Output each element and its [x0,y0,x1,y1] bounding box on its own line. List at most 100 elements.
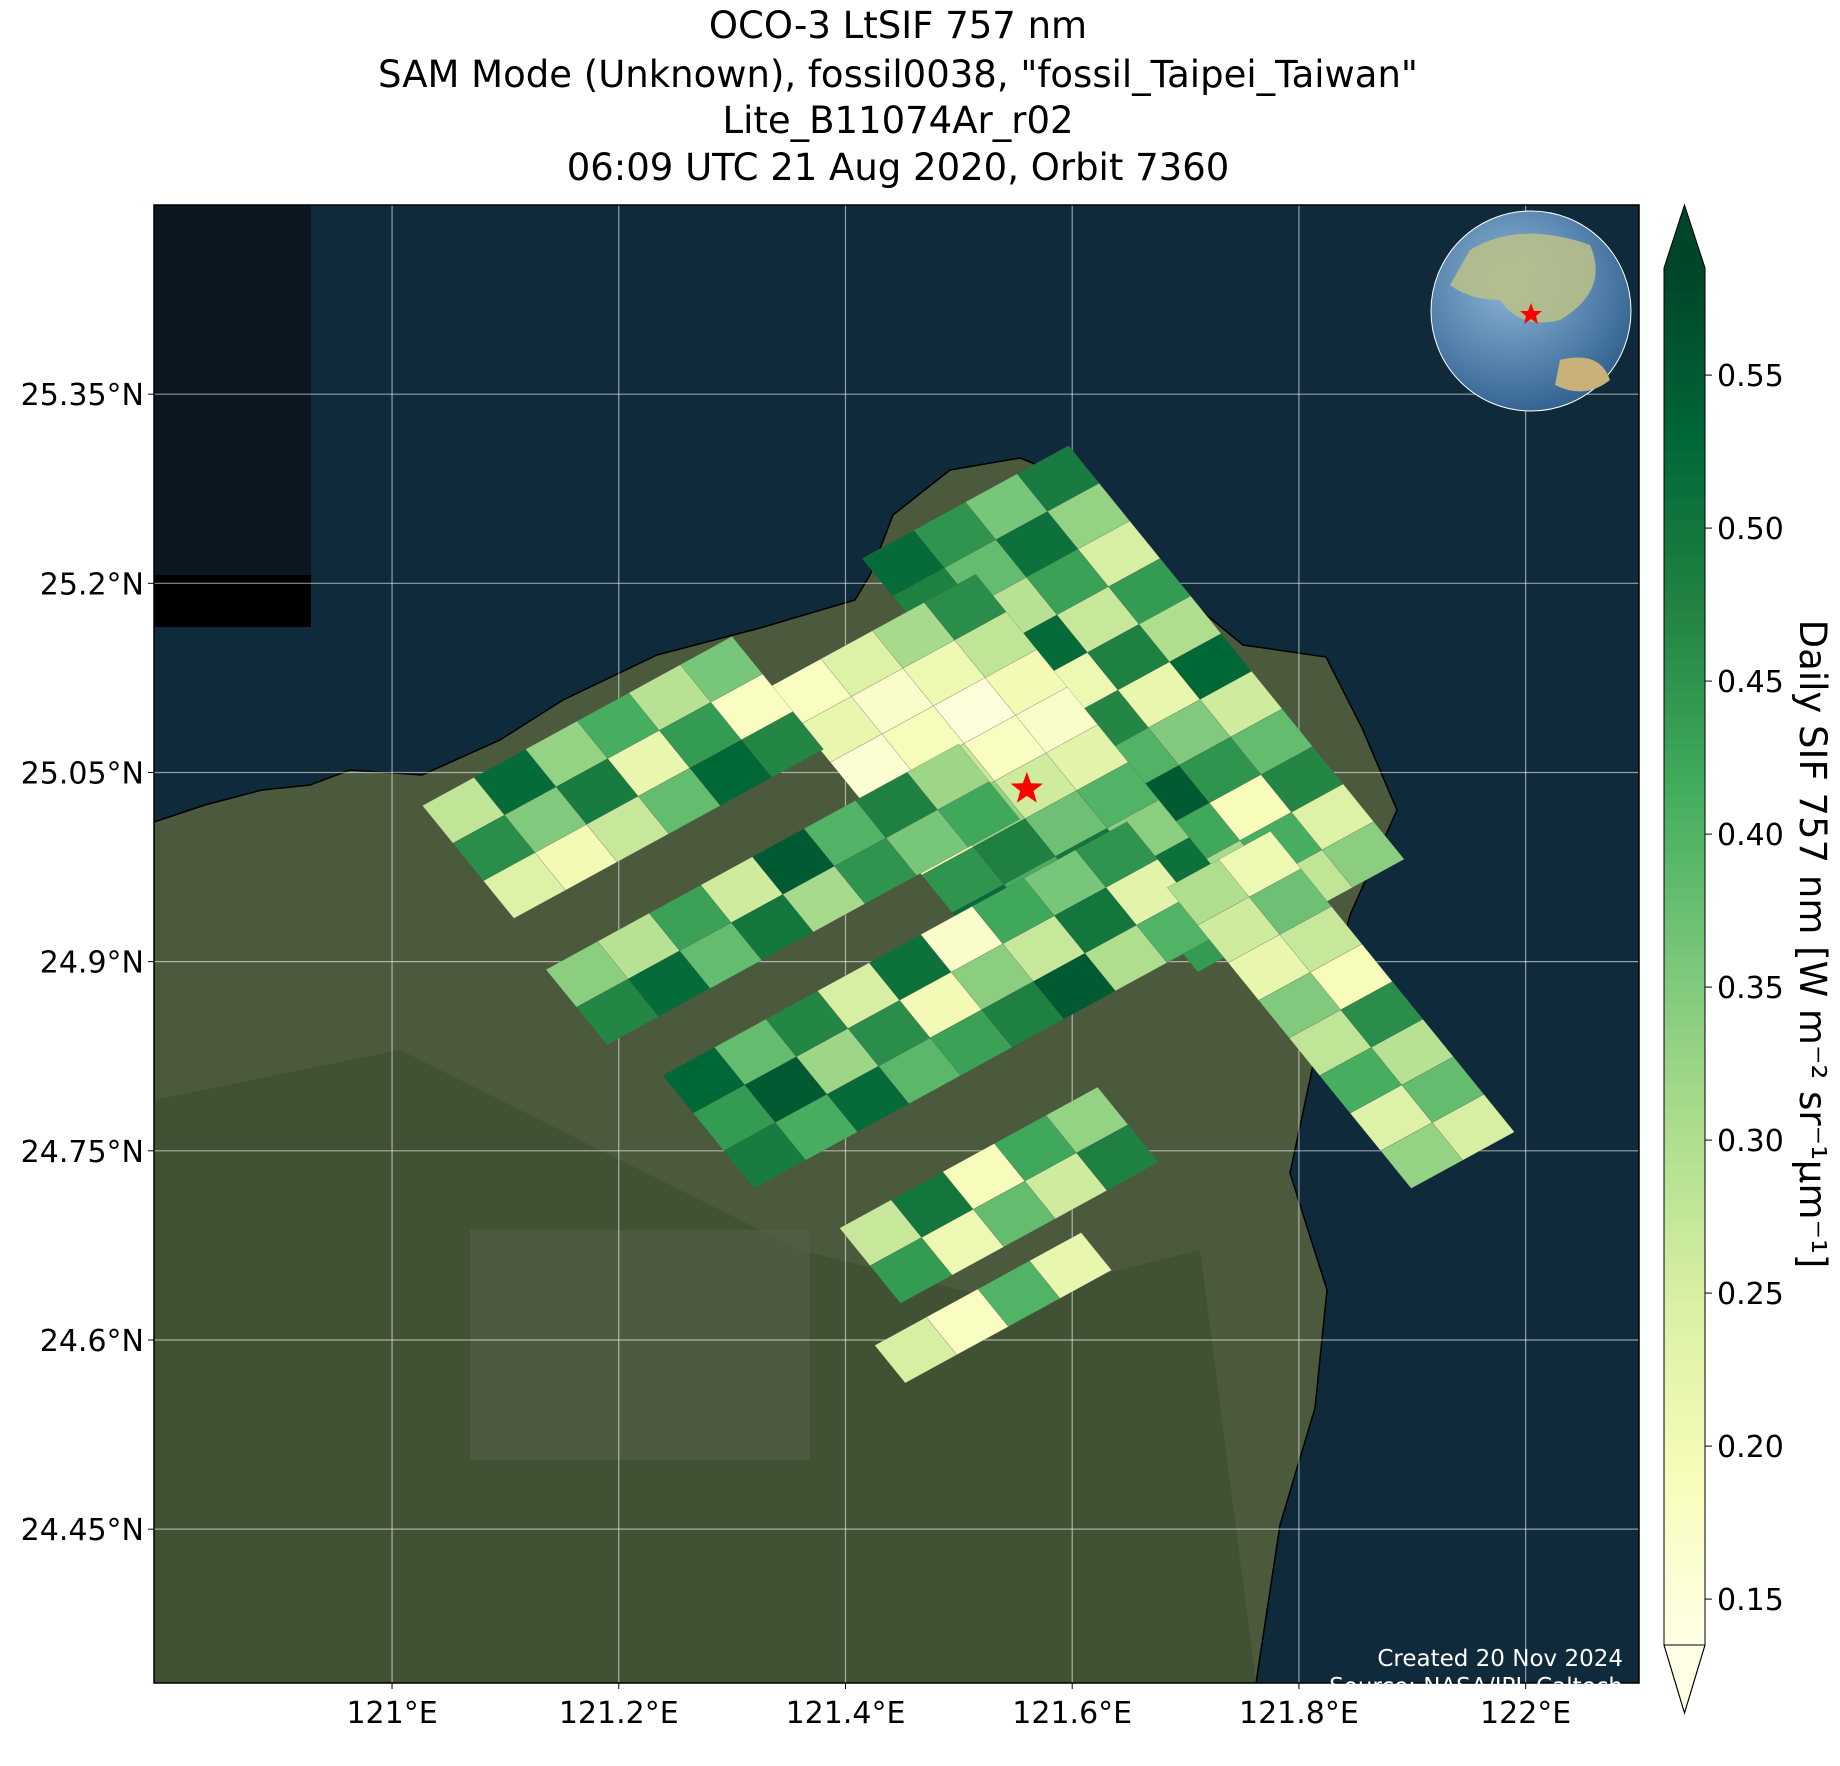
colorbar-segment [1664,772,1705,785]
colorbar-segment [1664,336,1705,349]
image-tile [470,1230,810,1460]
colorbar-segment [1664,1323,1705,1336]
colorbar-segment [1664,1128,1705,1141]
colorbar-segment [1664,542,1705,556]
colorbar-segment [1664,1196,1705,1210]
colorbar-segment [1664,1059,1705,1072]
colorbar-segment [1664,875,1705,889]
title-line: 06:09 UTC 21 Aug 2020, Orbit 7360 [567,146,1230,189]
colorbar-segment [1664,278,1705,292]
colorbar-segment [1664,795,1705,808]
y-tick-label: 25.05°N [21,756,144,791]
colorbar-segment [1664,1483,1705,1497]
colorbar-segment [1664,692,1705,705]
colorbar-segment [1664,806,1705,820]
colorbar-segment [1664,1346,1705,1359]
colorbar-tick-label: 0.25 [1717,1277,1784,1312]
colorbar-tick-label: 0.15 [1717,1583,1784,1618]
colorbar-segment [1664,1231,1705,1244]
colorbar-segment [1664,933,1705,946]
colorbar-segment [1664,1311,1705,1325]
colorbar-segment [1664,1610,1705,1623]
colorbar-segment [1664,749,1705,762]
colorbar-segment [1664,703,1705,717]
colorbar-segment [1664,1587,1705,1600]
colorbar-segment [1664,1013,1705,1026]
colorbar-segment [1664,439,1705,453]
colorbar-segment [1664,1174,1705,1187]
colorbar-segment [1664,1518,1705,1531]
colorbar-segment [1664,646,1705,659]
x-tick-label: 121°E [346,1696,437,1731]
colorbar-segment [1664,841,1705,854]
colorbar-segment [1664,978,1705,992]
colorbar-segment [1664,783,1705,797]
colorbar-segment [1664,393,1705,407]
colorbar-segment [1664,669,1705,682]
colorbar-segment [1664,967,1705,980]
title-line: OCO-3 LtSIF 757 nm [709,4,1087,47]
colorbar-segment [1664,1219,1705,1233]
colorbar-segment [1664,1369,1705,1382]
colorbar-segment [1664,1151,1705,1164]
colorbar-segment [1664,1415,1705,1428]
colorbar-segment [1664,1001,1705,1015]
footprint [1029,1232,1112,1299]
footprint [1431,1094,1515,1161]
colorbar-segment [1664,1621,1705,1635]
inset-land [1450,233,1596,323]
colorbar-segment [1664,1277,1705,1290]
colorbar-segment [1664,1495,1705,1508]
axes: 121°E 121.2°E 121.4°E 121.6°E 121.8°E 122°E 24… [21,378,1572,1731]
y-tick-label: 24.75°N [21,1135,144,1170]
footprint [937,781,1021,848]
colorbar-segment [1664,405,1705,418]
colorbar-tick-label: 0.35 [1717,971,1784,1006]
colorbar-segment [1664,611,1705,625]
colorbar-segment [1664,1036,1705,1049]
colorbar-segment [1664,1380,1705,1394]
colorbar-segment [1664,600,1705,613]
colorbar-segment [1664,554,1705,567]
colorbar-segment [1664,898,1705,912]
colorbar-segment [1664,290,1705,303]
colorbar-segment [1664,1185,1705,1198]
colorbar-segment [1664,1460,1705,1474]
colorbar-segment [1664,1541,1705,1554]
colorbar-segment [1664,1070,1705,1084]
colorbar-segment [1664,1093,1705,1107]
footprint [1076,1124,1159,1191]
colorbar-segment [1664,829,1705,843]
colorbar-segment [1664,1300,1705,1313]
credit: Created 20 Nov 2024 [1377,1646,1623,1672]
no-data-area [154,205,311,627]
footprint [1321,821,1405,888]
colorbar-segment [1664,852,1705,866]
map-frame [153,204,1640,1684]
colorbar-segment [1664,1529,1705,1543]
colorbar-segment [1664,1105,1705,1118]
colorbar-segment [1664,462,1705,476]
colorbar-segment [1664,451,1705,464]
colorbar-segment [1664,1082,1705,1095]
colorbar-outline [1663,203,1706,1715]
colorbar-segment [1664,1633,1705,1646]
colorbar-segment [1664,715,1705,728]
credit: Source: NASA/JPL-Caltech [1329,1674,1623,1700]
x-tick-label: 121.4°E [786,1696,906,1731]
colorbar-tick-label: 0.30 [1717,1124,1784,1159]
inset-land [1555,357,1610,392]
colorbar-segment [1664,1162,1705,1176]
colorbar: 0.15 0.20 0.25 0.30 0.35 0.40 0.45 0.50 0.55 [1663,203,1784,1715]
colorbar-segment [1664,623,1705,636]
colorbar-tick-label: 0.45 [1717,665,1784,700]
colorbar-segment [1664,760,1705,774]
y-tick-label: 25.2°N [40,567,144,602]
colorbar-segment [1664,1472,1705,1485]
colorbar-segment [1664,990,1705,1003]
sif-footprints [422,445,1515,1384]
y-tick-label: 24.9°N [40,946,144,981]
colorbar-segment [1664,1552,1705,1566]
colorbar-segment [1664,634,1705,648]
